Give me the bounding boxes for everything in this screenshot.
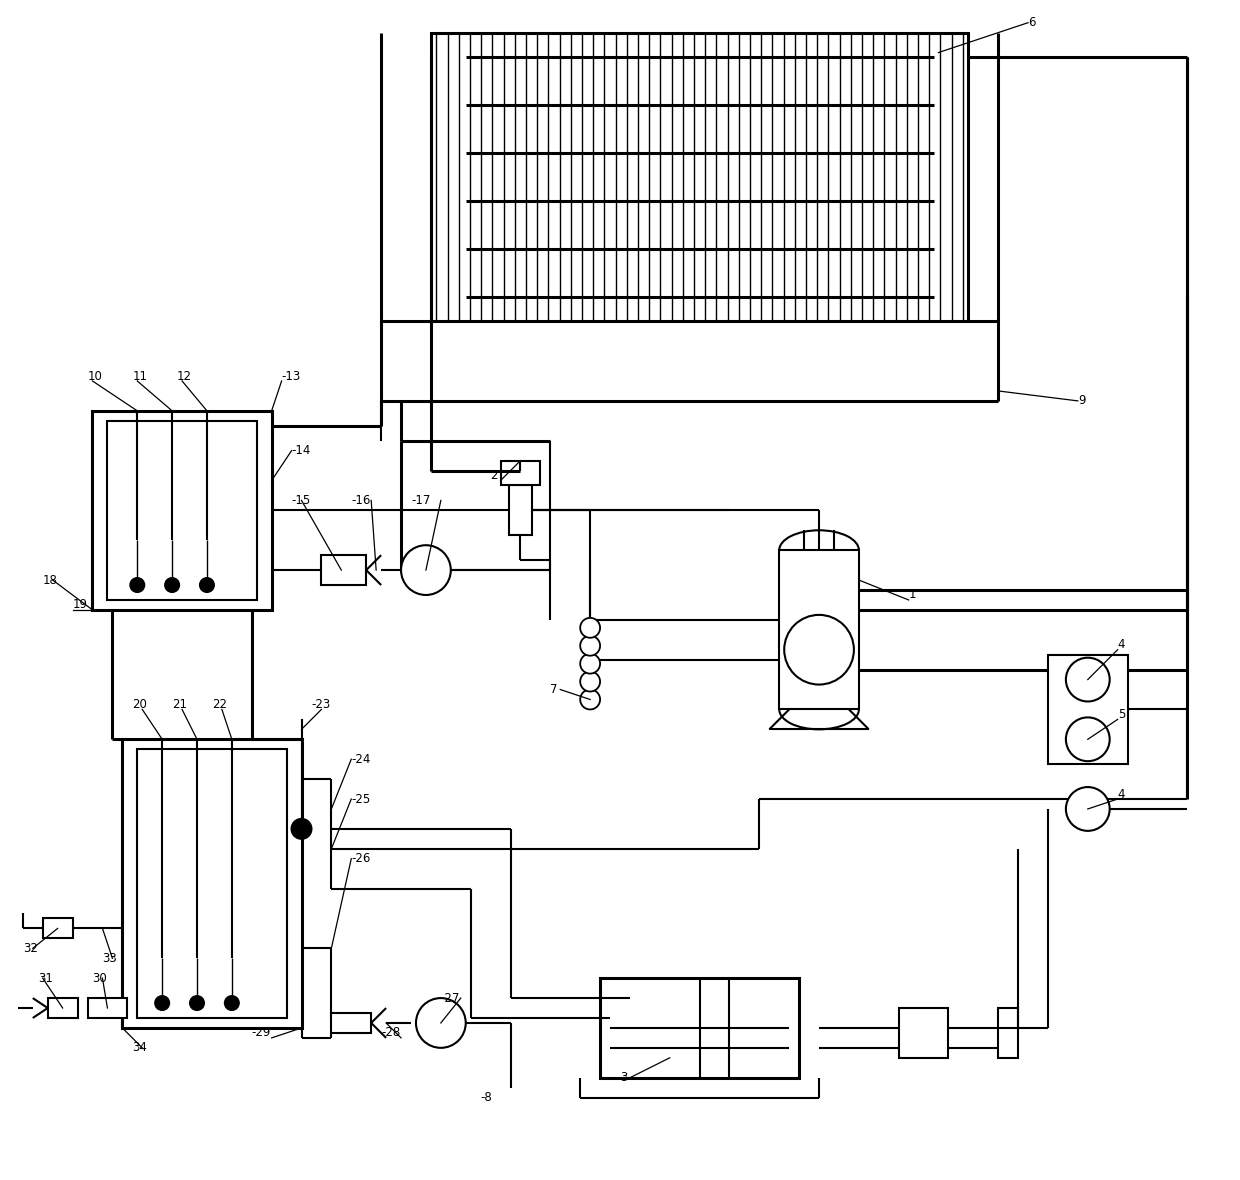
Text: -15: -15 — [291, 494, 311, 507]
Bar — [508, 485, 532, 536]
Text: 4: 4 — [1117, 787, 1125, 800]
Bar — [42, 918, 73, 938]
Bar — [321, 555, 366, 585]
Circle shape — [1066, 787, 1110, 831]
Circle shape — [784, 615, 854, 684]
Text: 11: 11 — [133, 369, 148, 382]
Text: 22: 22 — [212, 697, 227, 712]
Text: 20: 20 — [133, 697, 148, 712]
Text: 4: 4 — [1117, 638, 1125, 651]
Bar — [123, 740, 301, 1028]
Circle shape — [415, 998, 466, 1048]
Bar — [899, 1008, 949, 1057]
Circle shape — [155, 996, 169, 1010]
Text: -23: -23 — [311, 697, 331, 712]
Circle shape — [401, 545, 451, 595]
Circle shape — [580, 636, 600, 656]
Text: -28: -28 — [381, 1027, 401, 1040]
Circle shape — [200, 578, 215, 592]
Bar — [138, 749, 286, 1018]
Text: -26: -26 — [351, 852, 371, 865]
Text: -16: -16 — [351, 494, 371, 507]
Bar — [88, 998, 128, 1018]
Circle shape — [165, 578, 179, 592]
Text: -25: -25 — [351, 793, 371, 806]
Text: 31: 31 — [37, 971, 52, 984]
Circle shape — [1066, 717, 1110, 761]
Text: -29: -29 — [252, 1027, 272, 1040]
Bar — [779, 550, 859, 709]
Bar — [600, 978, 799, 1077]
Text: -24: -24 — [351, 753, 371, 766]
Bar — [331, 1012, 371, 1032]
Text: 18: 18 — [42, 573, 57, 586]
Bar — [108, 421, 257, 599]
Text: -14: -14 — [291, 444, 311, 457]
Text: 9: 9 — [1078, 394, 1085, 407]
Text: 2: 2 — [491, 468, 498, 483]
Bar — [1048, 655, 1127, 765]
Circle shape — [190, 996, 203, 1010]
Circle shape — [130, 578, 144, 592]
Text: 10: 10 — [88, 369, 103, 382]
Text: 5: 5 — [1117, 708, 1125, 721]
Circle shape — [580, 689, 600, 709]
Text: 7: 7 — [551, 683, 558, 696]
Circle shape — [291, 819, 311, 839]
Bar — [47, 998, 78, 1018]
Text: -17: -17 — [410, 494, 430, 507]
Bar — [501, 460, 541, 485]
Text: 34: 34 — [133, 1041, 148, 1055]
Bar — [93, 411, 272, 610]
Circle shape — [580, 618, 600, 637]
Circle shape — [224, 996, 239, 1010]
Circle shape — [580, 671, 600, 691]
Text: 6: 6 — [1028, 17, 1035, 30]
Text: -8: -8 — [481, 1092, 492, 1104]
Text: 33: 33 — [103, 952, 118, 965]
Text: 3: 3 — [620, 1071, 627, 1084]
Circle shape — [1066, 657, 1110, 701]
Text: -13: -13 — [281, 369, 301, 382]
Text: 19: 19 — [73, 598, 88, 611]
Circle shape — [580, 654, 600, 674]
Text: 12: 12 — [177, 369, 192, 382]
Text: 32: 32 — [22, 942, 37, 955]
Text: 21: 21 — [172, 697, 187, 712]
Text: -27: -27 — [441, 991, 460, 1004]
Text: 1: 1 — [909, 589, 916, 602]
Bar — [430, 33, 968, 321]
Text: 30: 30 — [93, 971, 107, 984]
Bar — [998, 1008, 1018, 1057]
